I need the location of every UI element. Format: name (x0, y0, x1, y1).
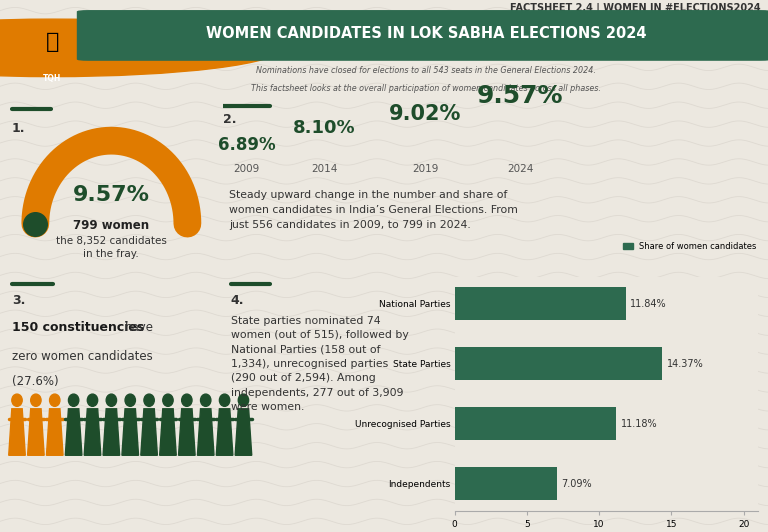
Text: 2014: 2014 (311, 164, 337, 173)
Legend: Share of women candidates: Share of women candidates (619, 239, 760, 254)
Text: 9.57%: 9.57% (73, 185, 150, 205)
Text: 799 women: 799 women (73, 219, 150, 232)
Text: 2.: 2. (223, 113, 237, 126)
Polygon shape (197, 409, 214, 455)
Circle shape (238, 394, 249, 406)
Text: 2019: 2019 (412, 164, 439, 173)
Circle shape (88, 394, 98, 406)
Polygon shape (46, 409, 63, 455)
Polygon shape (122, 409, 138, 455)
Circle shape (125, 394, 135, 406)
Text: in the fray.: in the fray. (84, 249, 139, 259)
Text: 9.02%: 9.02% (389, 104, 462, 124)
Circle shape (163, 394, 173, 406)
Polygon shape (178, 409, 195, 455)
Text: 2009: 2009 (233, 164, 260, 173)
Polygon shape (84, 409, 101, 455)
Text: 14.37%: 14.37% (667, 359, 703, 369)
Circle shape (31, 394, 41, 406)
Text: 9.57%: 9.57% (477, 84, 564, 107)
Text: 8.10%: 8.10% (293, 119, 356, 137)
Text: (27.6%): (27.6%) (12, 375, 58, 387)
Text: 11.84%: 11.84% (630, 299, 667, 309)
Text: FACTSHEET 2.4 | WOMEN IN #ELECTIONS2024: FACTSHEET 2.4 | WOMEN IN #ELECTIONS2024 (510, 3, 760, 14)
FancyBboxPatch shape (77, 10, 768, 61)
Text: the 8,352 candidates: the 8,352 candidates (56, 236, 167, 246)
Polygon shape (217, 409, 233, 455)
Text: State parties nominated 74
women (out of 515), followed by
National Parties (158: State parties nominated 74 women (out of… (231, 316, 409, 412)
Text: TQH: TQH (43, 74, 61, 83)
Text: 1.: 1. (12, 122, 25, 135)
Polygon shape (141, 409, 157, 455)
Text: zero women candidates: zero women candidates (12, 350, 153, 363)
Polygon shape (160, 409, 177, 455)
Bar (455, 407, 616, 440)
Text: WOMEN CANDIDATES IN LOK SABHA ELECTIONS 2024: WOMEN CANDIDATES IN LOK SABHA ELECTIONS … (206, 27, 647, 41)
Circle shape (68, 394, 79, 406)
Text: 150 constituencies: 150 constituencies (12, 321, 144, 334)
Text: Nominations have closed for elections to all 543 seats in the General Elections : Nominations have closed for elections to… (257, 66, 596, 76)
Polygon shape (235, 409, 252, 455)
Circle shape (106, 394, 117, 406)
Text: 2024: 2024 (507, 164, 533, 173)
Circle shape (12, 394, 22, 406)
Circle shape (220, 394, 230, 406)
Text: 6.89%: 6.89% (217, 136, 275, 154)
Polygon shape (103, 409, 120, 455)
Text: 11.18%: 11.18% (621, 419, 657, 429)
Text: 3.: 3. (12, 294, 25, 307)
Circle shape (200, 394, 211, 406)
Circle shape (50, 394, 60, 406)
Polygon shape (28, 409, 45, 455)
Bar (455, 467, 557, 500)
Text: This factsheet looks at the overall participation of women candidates across all: This factsheet looks at the overall part… (251, 84, 601, 93)
Text: have: have (125, 321, 154, 334)
Circle shape (144, 394, 154, 406)
Polygon shape (8, 409, 25, 455)
Text: 4.: 4. (231, 294, 244, 307)
Circle shape (182, 394, 192, 406)
Circle shape (0, 19, 283, 77)
Bar (455, 347, 662, 380)
Bar (455, 287, 626, 320)
Polygon shape (65, 409, 82, 455)
Text: 💡: 💡 (45, 32, 59, 52)
Text: Steady upward change in the number and share of
women candidates in India’s Gene: Steady upward change in the number and s… (230, 190, 518, 230)
Text: 7.09%: 7.09% (561, 479, 592, 488)
